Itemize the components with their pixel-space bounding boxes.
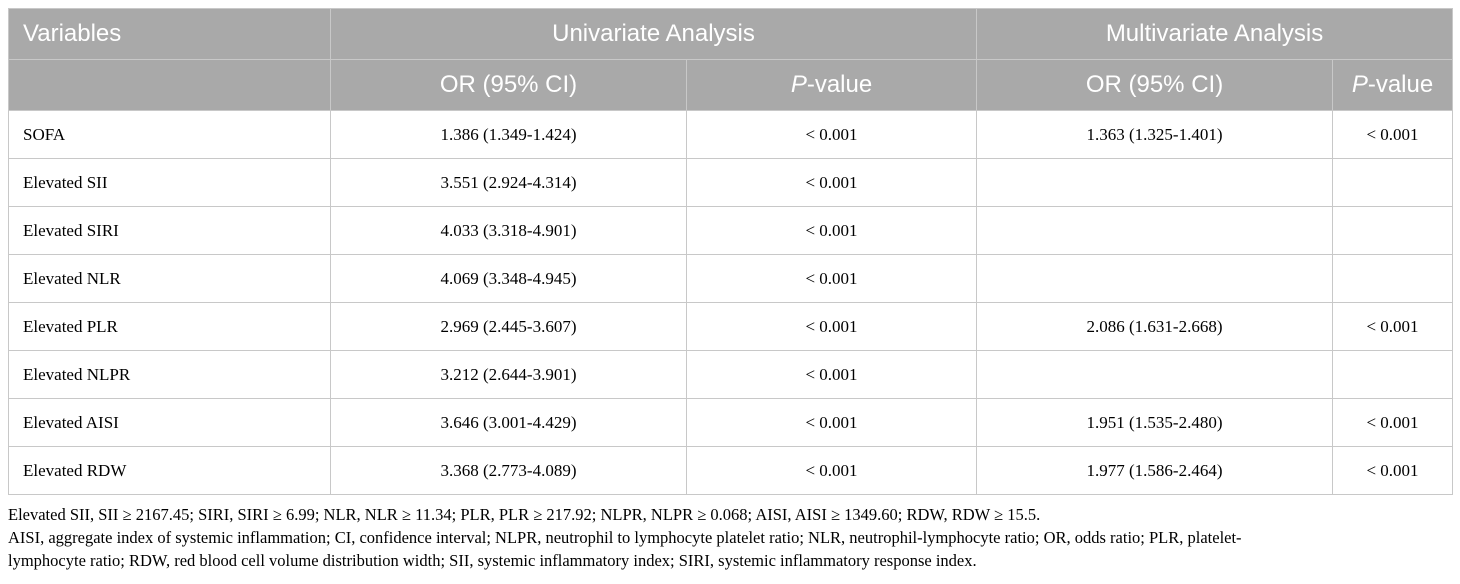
uni-p-cell: < 0.001 [685, 398, 978, 447]
multi-or-cell [976, 254, 1334, 303]
multi-or-cell: 1.977 (1.586-2.464) [976, 446, 1334, 495]
footnotes: Elevated SII, SII ≥ 2167.45; SIRI, SIRI … [8, 495, 1452, 572]
multi-p-cell: < 0.001 [1332, 110, 1454, 159]
header-multi-p-suffix: -value [1367, 71, 1434, 98]
multi-or-cell: 1.951 (1.535-2.480) [976, 398, 1334, 447]
uni-p-cell: < 0.001 [685, 302, 978, 351]
table-row: Elevated RDW 3.368 (2.773-4.089) < 0.001… [8, 446, 1454, 495]
uni-or-cell: 3.551 (2.924-4.314) [330, 158, 687, 207]
header-multi-or: OR (95% CI) [976, 59, 1334, 111]
table-row: Elevated NLR 4.069 (3.348-4.945) < 0.001 [8, 254, 1454, 303]
variable-cell: Elevated NLPR [8, 350, 331, 399]
variable-cell: Elevated RDW [8, 446, 331, 495]
table-row: Elevated SII 3.551 (2.924-4.314) < 0.001 [8, 158, 1454, 207]
multi-p-cell [1332, 254, 1454, 303]
header-univariate: Univariate Analysis [329, 8, 978, 60]
header-uni-p-suffix: -value [806, 71, 873, 98]
variable-cell: Elevated SII [8, 158, 331, 207]
multi-p-cell [1332, 206, 1454, 255]
header-variables-blank [8, 59, 331, 111]
header-multi-p-italic: P [1351, 71, 1368, 98]
table-row: SOFA 1.386 (1.349-1.424) < 0.001 1.363 (… [8, 110, 1454, 159]
multi-p-cell [1332, 158, 1454, 207]
header-multivariate: Multivariate Analysis [976, 8, 1454, 60]
footnote-thresholds: Elevated SII, SII ≥ 2167.45; SIRI, SIRI … [8, 505, 1041, 524]
header-uni-p: P-value [685, 59, 978, 111]
header-uni-p-italic: P [790, 71, 807, 98]
header-uni-or: OR (95% CI) [330, 59, 687, 111]
regression-table: Variables Univariate Analysis Multivaria… [8, 8, 1454, 495]
uni-or-cell: 3.212 (2.644-3.901) [330, 350, 687, 399]
table-header: Variables Univariate Analysis Multivaria… [8, 8, 1454, 111]
variable-cell: Elevated NLR [8, 254, 331, 303]
multi-p-cell: < 0.001 [1332, 398, 1454, 447]
table-row: Elevated PLR 2.969 (2.445-3.607) < 0.001… [8, 302, 1454, 351]
multi-or-cell: 1.363 (1.325-1.401) [976, 110, 1334, 159]
variable-cell: Elevated PLR [8, 302, 331, 351]
multi-or-cell [976, 158, 1334, 207]
variable-cell: Elevated SIRI [8, 206, 331, 255]
uni-or-cell: 3.368 (2.773-4.089) [330, 446, 687, 495]
uni-or-cell: 3.646 (3.001-4.429) [330, 398, 687, 447]
uni-p-cell: < 0.001 [685, 350, 978, 399]
table-container: Variables Univariate Analysis Multivaria… [8, 8, 1454, 572]
multi-or-cell: 2.086 (1.631-2.668) [976, 302, 1334, 351]
footnote-abbreviations: AISI, aggregate index of systemic inflam… [8, 528, 1242, 547]
multi-p-cell [1332, 350, 1454, 399]
uni-p-cell: < 0.001 [685, 446, 978, 495]
footnote-abbreviations-cont: lymphocyte ratio; RDW, red blood cell vo… [8, 551, 977, 570]
variable-cell: SOFA [8, 110, 331, 159]
uni-or-cell: 4.069 (3.348-4.945) [330, 254, 687, 303]
multi-p-cell: < 0.001 [1332, 446, 1454, 495]
uni-or-cell: 1.386 (1.349-1.424) [330, 110, 687, 159]
multi-or-cell [976, 206, 1334, 255]
variable-cell: Elevated AISI [8, 398, 331, 447]
table-row: Elevated SIRI 4.033 (3.318-4.901) < 0.00… [8, 206, 1454, 255]
multi-p-cell: < 0.001 [1332, 302, 1454, 351]
uni-or-cell: 2.969 (2.445-3.607) [330, 302, 687, 351]
multi-or-cell [976, 350, 1334, 399]
uni-p-cell: < 0.001 [685, 110, 978, 159]
uni-p-cell: < 0.001 [685, 206, 978, 255]
header-row-2: OR (95% CI) P-value OR (95% CI) P-value [8, 59, 1454, 111]
header-multi-p: P-value [1332, 59, 1454, 111]
table-row: Elevated NLPR 3.212 (2.644-3.901) < 0.00… [8, 350, 1454, 399]
table-row: Elevated AISI 3.646 (3.001-4.429) < 0.00… [8, 398, 1454, 447]
uni-p-cell: < 0.001 [685, 254, 978, 303]
uni-or-cell: 4.033 (3.318-4.901) [330, 206, 687, 255]
header-variables: Variables [8, 8, 331, 60]
header-row-1: Variables Univariate Analysis Multivaria… [8, 8, 1454, 60]
uni-p-cell: < 0.001 [685, 158, 978, 207]
table-body: SOFA 1.386 (1.349-1.424) < 0.001 1.363 (… [8, 110, 1454, 495]
